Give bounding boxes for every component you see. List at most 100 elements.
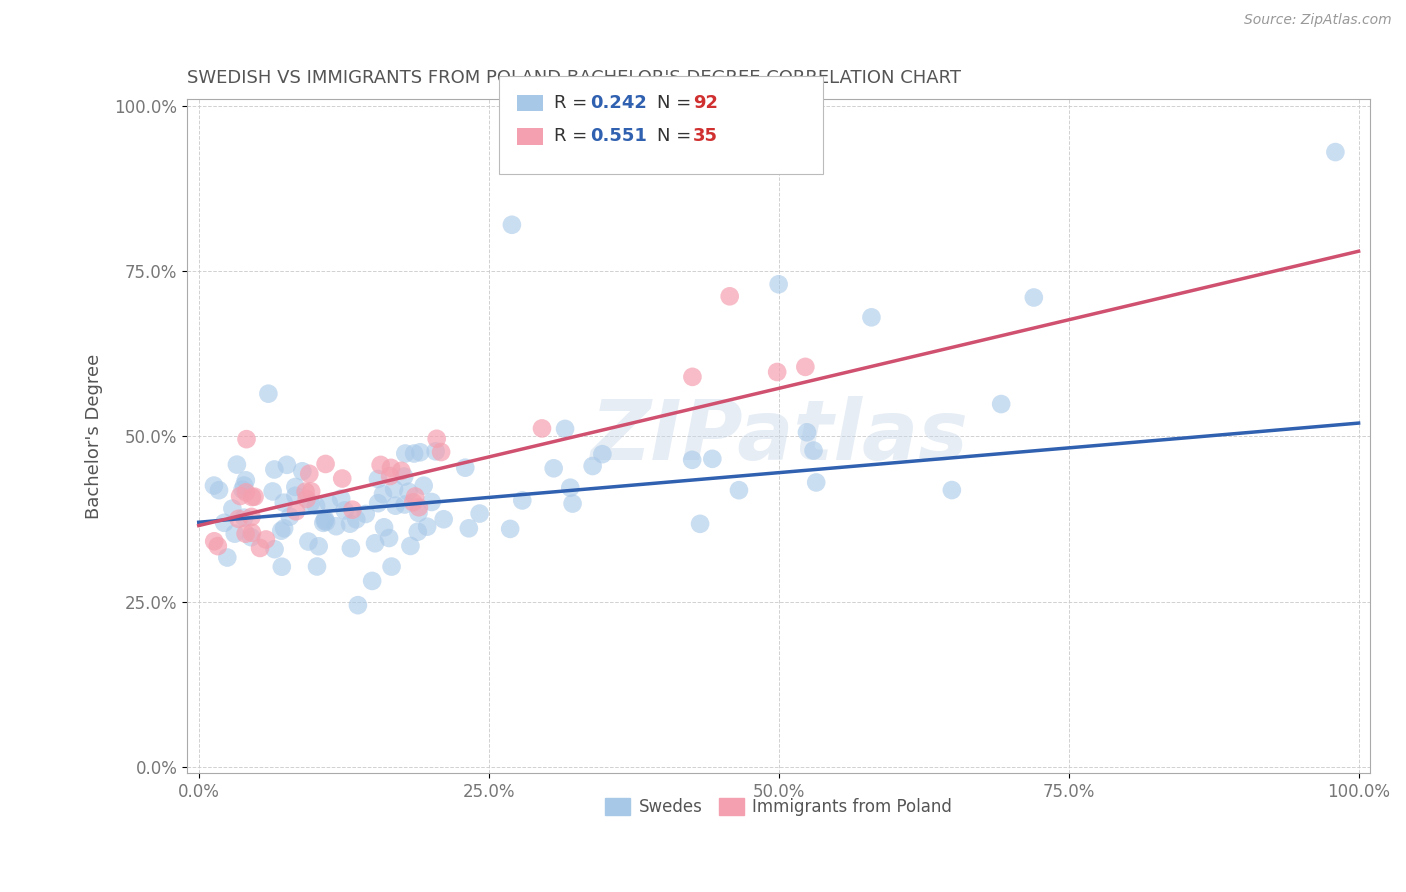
Point bbox=[308, 539, 330, 553]
Text: ZIPatlas: ZIPatlas bbox=[589, 396, 967, 477]
Point bbox=[344, 512, 367, 526]
Point bbox=[1022, 291, 1045, 305]
Point bbox=[426, 432, 449, 446]
Point bbox=[347, 598, 370, 612]
Text: R =: R = bbox=[554, 94, 593, 112]
Point bbox=[543, 461, 565, 475]
Point bbox=[367, 496, 389, 510]
Text: 92: 92 bbox=[693, 94, 718, 112]
Point bbox=[202, 534, 225, 549]
Point bbox=[224, 526, 246, 541]
Point bbox=[408, 500, 430, 515]
Point bbox=[340, 541, 363, 556]
Point bbox=[305, 499, 328, 513]
Point bbox=[378, 531, 401, 545]
Point bbox=[582, 458, 605, 473]
Point bbox=[394, 446, 416, 460]
Point bbox=[233, 510, 256, 524]
Point bbox=[330, 471, 353, 485]
Point bbox=[404, 490, 426, 504]
Point bbox=[235, 473, 257, 487]
Point bbox=[299, 484, 322, 499]
Point bbox=[681, 453, 703, 467]
Point bbox=[941, 483, 963, 497]
Point bbox=[233, 478, 256, 492]
Point bbox=[240, 530, 263, 544]
Point bbox=[228, 512, 250, 526]
Point bbox=[370, 458, 392, 472]
Point bbox=[728, 483, 751, 498]
Point bbox=[294, 484, 316, 499]
Point bbox=[217, 550, 239, 565]
Point bbox=[768, 277, 790, 292]
Point bbox=[406, 524, 429, 539]
Point bbox=[257, 386, 280, 401]
Point bbox=[430, 445, 453, 459]
Point bbox=[364, 536, 387, 550]
Point bbox=[339, 516, 361, 531]
Point bbox=[766, 365, 789, 379]
Point bbox=[325, 519, 347, 533]
Point bbox=[425, 444, 447, 458]
Point bbox=[433, 512, 456, 526]
Point bbox=[382, 482, 405, 496]
Point bbox=[796, 425, 818, 440]
Text: N =: N = bbox=[657, 128, 696, 145]
Point bbox=[806, 475, 828, 490]
Point bbox=[990, 397, 1012, 411]
Point bbox=[501, 218, 523, 232]
Point bbox=[416, 519, 439, 533]
Text: 0.551: 0.551 bbox=[591, 128, 647, 145]
Point bbox=[240, 525, 263, 540]
Point bbox=[240, 490, 263, 504]
Point bbox=[298, 467, 321, 481]
Point bbox=[803, 443, 825, 458]
Point bbox=[399, 539, 422, 553]
Point bbox=[312, 516, 335, 530]
Point bbox=[229, 489, 252, 503]
Point bbox=[342, 502, 364, 516]
Point bbox=[371, 487, 394, 501]
Point bbox=[315, 515, 337, 529]
Point bbox=[297, 534, 319, 549]
Point bbox=[208, 483, 231, 498]
Point bbox=[361, 574, 384, 588]
Point bbox=[373, 520, 395, 534]
Point bbox=[499, 522, 522, 536]
Point bbox=[404, 446, 426, 460]
Text: Source: ZipAtlas.com: Source: ZipAtlas.com bbox=[1244, 13, 1392, 28]
Point bbox=[561, 497, 583, 511]
Point bbox=[284, 480, 307, 494]
Legend: Swedes, Immigrants from Poland: Swedes, Immigrants from Poland bbox=[599, 791, 959, 822]
Point bbox=[276, 458, 298, 472]
Point bbox=[560, 481, 582, 495]
Point bbox=[207, 539, 229, 553]
Point bbox=[367, 472, 389, 486]
Point bbox=[457, 521, 479, 535]
Point bbox=[468, 507, 491, 521]
Point bbox=[299, 496, 322, 510]
Point bbox=[702, 451, 724, 466]
Point bbox=[221, 501, 243, 516]
Point bbox=[249, 541, 271, 555]
Point bbox=[384, 499, 406, 513]
Point bbox=[378, 469, 401, 483]
Point bbox=[402, 495, 425, 509]
Point bbox=[273, 496, 295, 510]
Point bbox=[295, 491, 318, 506]
Point bbox=[232, 483, 254, 497]
Point bbox=[235, 432, 257, 446]
Point bbox=[394, 498, 416, 512]
Point bbox=[380, 461, 402, 475]
Point bbox=[389, 464, 412, 478]
Y-axis label: Bachelor's Degree: Bachelor's Degree bbox=[86, 354, 103, 519]
Point bbox=[314, 512, 336, 526]
Point bbox=[681, 369, 703, 384]
Point bbox=[454, 460, 477, 475]
Text: SWEDISH VS IMMIGRANTS FROM POLAND BACHELOR'S DEGREE CORRELATION CHART: SWEDISH VS IMMIGRANTS FROM POLAND BACHEL… bbox=[187, 69, 962, 87]
Point bbox=[333, 503, 356, 517]
Point bbox=[330, 491, 353, 506]
Point bbox=[412, 478, 434, 492]
Point bbox=[305, 559, 328, 574]
Point bbox=[285, 504, 308, 518]
